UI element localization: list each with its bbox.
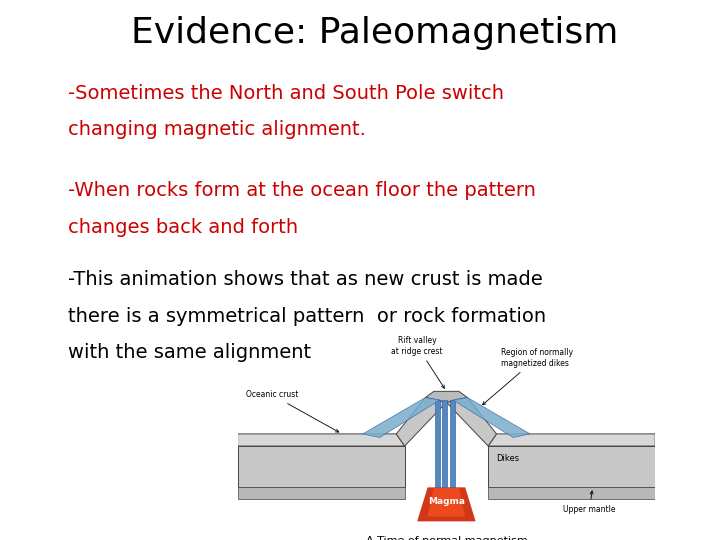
Text: Dikes: Dikes [497,454,520,463]
Polygon shape [417,487,476,522]
Polygon shape [488,434,655,446]
Polygon shape [396,397,446,446]
Polygon shape [450,400,455,487]
Polygon shape [238,434,405,446]
Text: there is a symmetrical pattern  or rock formation: there is a symmetrical pattern or rock f… [68,307,546,326]
Text: A Time of normal magnetism: A Time of normal magnetism [366,536,527,540]
Text: Upper mantle: Upper mantle [563,491,616,514]
Polygon shape [238,446,405,487]
Polygon shape [238,487,405,500]
Text: Region of normally
magnetized dikes: Region of normally magnetized dikes [482,348,573,405]
Polygon shape [488,446,655,487]
Text: changing magnetic alignment.: changing magnetic alignment. [68,120,366,139]
Text: Evidence: Paleomagnetism: Evidence: Paleomagnetism [131,16,618,50]
Text: with the same alignment: with the same alignment [68,343,312,362]
Polygon shape [488,487,655,500]
Polygon shape [453,397,530,437]
Text: Rift valley
at ridge crest: Rift valley at ridge crest [392,336,444,388]
Polygon shape [435,400,440,487]
Polygon shape [426,392,467,402]
Text: changes back and forth: changes back and forth [68,218,299,237]
Polygon shape [446,397,497,446]
Text: -When rocks form at the ocean floor the pattern: -When rocks form at the ocean floor the … [68,181,536,200]
Text: -This animation shows that as new crust is made: -This animation shows that as new crust … [68,270,543,289]
Polygon shape [363,397,440,437]
Text: Oceanic crust: Oceanic crust [246,390,338,432]
Polygon shape [428,487,465,516]
Polygon shape [442,400,447,487]
Text: -Sometimes the North and South Pole switch: -Sometimes the North and South Pole swit… [68,84,505,103]
Text: Magma: Magma [428,497,465,507]
